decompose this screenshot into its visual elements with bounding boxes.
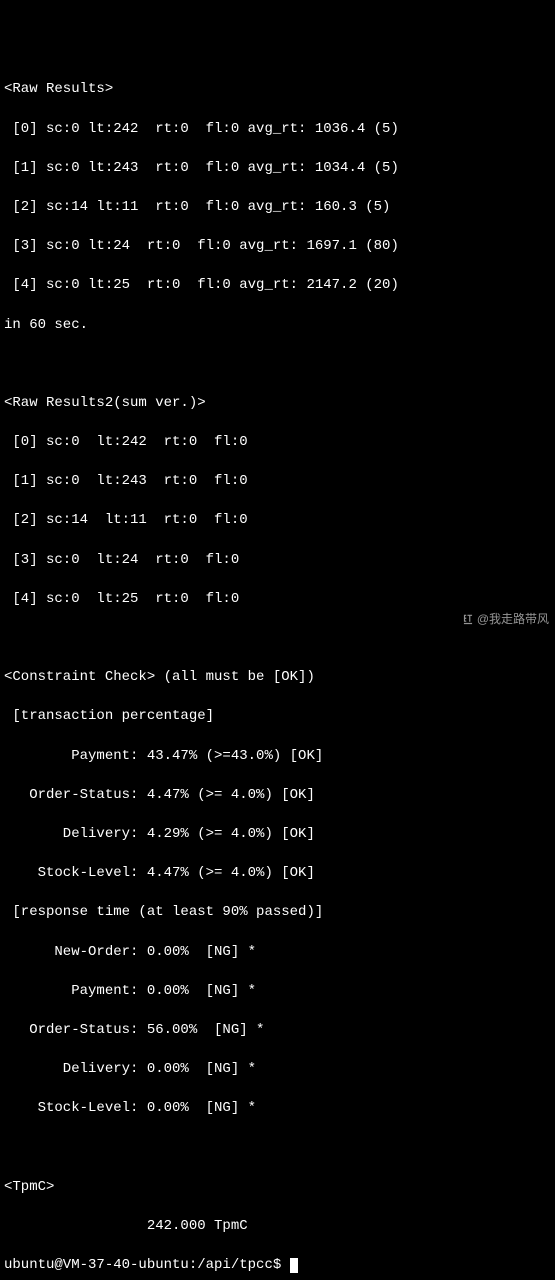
- tp-row: Stock-Level: 4.47% (>= 4.0%) [OK]: [4, 864, 551, 884]
- raw2-row: [3] sc:0 lt:24 rt:0 fl:0: [4, 551, 551, 571]
- raw2-row: [0] sc:0 lt:242 rt:0 fl:0: [4, 433, 551, 453]
- raw-results2-header: <Raw Results2(sum ver.)>: [4, 394, 551, 414]
- tp-row: Payment: 43.47% (>=43.0%) [OK]: [4, 747, 551, 767]
- watermark: @我走路带风: [461, 611, 549, 628]
- tp-row: Order-Status: 4.47% (>= 4.0%) [OK]: [4, 786, 551, 806]
- zhihu-icon: [461, 613, 475, 627]
- raw2-row: [4] sc:0 lt:25 rt:0 fl:0: [4, 590, 551, 610]
- tp-row: Delivery: 4.29% (>= 4.0%) [OK]: [4, 825, 551, 845]
- rt-row: Payment: 0.00% [NG] *: [4, 982, 551, 1002]
- blank-line: [4, 1138, 551, 1158]
- raw-results-footer: in 60 sec.: [4, 316, 551, 336]
- watermark-text: @我走路带风: [477, 611, 549, 628]
- tpmc-header: <TpmC>: [4, 1178, 551, 1198]
- raw-row: [0] sc:0 lt:242 rt:0 fl:0 avg_rt: 1036.4…: [4, 120, 551, 140]
- raw-row: [1] sc:0 lt:243 rt:0 fl:0 avg_rt: 1034.4…: [4, 159, 551, 179]
- raw-row: [4] sc:0 lt:25 rt:0 fl:0 avg_rt: 2147.2 …: [4, 276, 551, 296]
- cursor: [290, 1258, 298, 1273]
- tpmc-value: 242.000 TpmC: [4, 1217, 551, 1237]
- blank-line: [4, 629, 551, 649]
- raw2-row: [1] sc:0 lt:243 rt:0 fl:0: [4, 472, 551, 492]
- raw-row: [3] sc:0 lt:24 rt:0 fl:0 avg_rt: 1697.1 …: [4, 237, 551, 257]
- prompt-text: ubuntu@VM-37-40-ubuntu:/api/tpcc$: [4, 1257, 281, 1273]
- blank-line: [4, 355, 551, 375]
- rt-row: Stock-Level: 0.00% [NG] *: [4, 1099, 551, 1119]
- rt-row: Order-Status: 56.00% [NG] *: [4, 1021, 551, 1041]
- rt-row: Delivery: 0.00% [NG] *: [4, 1060, 551, 1080]
- raw-row: [2] sc:14 lt:11 rt:0 fl:0 avg_rt: 160.3 …: [4, 198, 551, 218]
- shell-prompt[interactable]: ubuntu@VM-37-40-ubuntu:/api/tpcc$: [4, 1256, 551, 1276]
- raw2-row: [2] sc:14 lt:11 rt:0 fl:0: [4, 511, 551, 531]
- transaction-percentage-header: [transaction percentage]: [4, 707, 551, 727]
- rt-row: New-Order: 0.00% [NG] *: [4, 943, 551, 963]
- response-time-header: [response time (at least 90% passed)]: [4, 903, 551, 923]
- raw-results-header: <Raw Results>: [4, 80, 551, 100]
- constraint-header: <Constraint Check> (all must be [OK]): [4, 668, 551, 688]
